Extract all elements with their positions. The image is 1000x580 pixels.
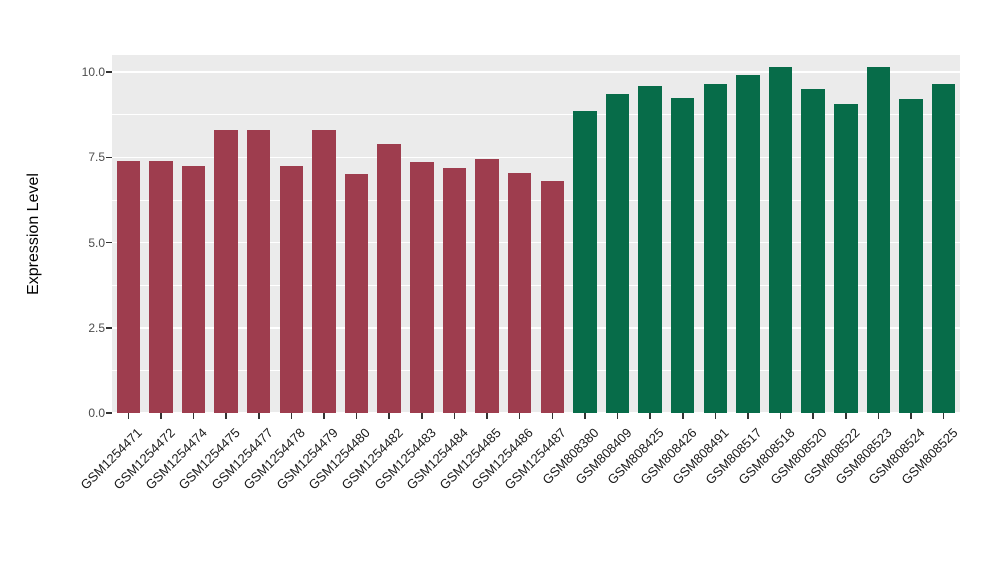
x-tick-mark — [290, 413, 293, 419]
grid-line-major — [112, 156, 960, 159]
x-tick-mark — [225, 413, 227, 419]
y-tick-mark — [106, 156, 112, 159]
grid-line-minor — [112, 284, 960, 286]
x-tick-mark — [747, 413, 749, 419]
grid-line-minor — [112, 369, 960, 371]
bar — [768, 66, 793, 413]
grid-line-major — [112, 327, 960, 329]
plot-panel — [112, 55, 960, 414]
bar — [149, 160, 173, 413]
y-tick-mark — [106, 71, 112, 73]
bar — [214, 130, 238, 413]
bar — [703, 83, 728, 413]
x-tick-mark — [714, 413, 717, 419]
bar — [540, 181, 565, 413]
x-tick-mark — [779, 413, 782, 419]
x-tick-mark — [518, 413, 521, 419]
x-tick-mark — [258, 413, 260, 419]
x-tick-mark — [845, 413, 847, 419]
bar — [507, 172, 532, 413]
bar — [344, 174, 369, 413]
bar — [573, 111, 597, 413]
grid-line-major — [112, 241, 960, 244]
x-tick-mark — [942, 413, 945, 419]
grid-line-minor — [112, 199, 960, 201]
bar — [801, 89, 825, 413]
x-tick-mark — [649, 413, 651, 419]
x-tick-mark — [421, 413, 423, 419]
x-tick-mark — [160, 413, 162, 419]
x-tick-mark — [812, 413, 814, 419]
grid-line-major — [112, 412, 960, 414]
x-tick-mark — [551, 413, 554, 419]
x-tick-mark — [584, 413, 586, 419]
bar — [181, 165, 206, 413]
x-tick-mark — [682, 413, 684, 419]
y-tick-label: 0.0 — [88, 406, 105, 420]
y-tick-mark — [106, 412, 112, 414]
bar — [410, 162, 434, 413]
bar — [116, 160, 141, 413]
y-tick-label: 10.0 — [81, 65, 105, 80]
bar — [475, 159, 499, 413]
bar — [605, 94, 630, 413]
bar — [312, 130, 336, 413]
x-tick-mark — [453, 413, 456, 419]
bar — [247, 130, 271, 413]
bar — [671, 97, 695, 413]
y-tick-label: 5.0 — [88, 235, 105, 250]
bar — [638, 85, 662, 413]
bar — [866, 66, 891, 413]
x-tick-mark — [616, 413, 619, 419]
y-axis-title: Expression Level — [25, 173, 42, 295]
x-tick-mark — [877, 413, 880, 419]
grid-line-major — [112, 71, 960, 73]
x-tick-mark — [388, 413, 390, 419]
x-tick-mark — [127, 413, 130, 419]
y-tick-label: 2.5 — [88, 320, 105, 335]
x-tick-mark — [910, 413, 912, 419]
bar — [834, 104, 858, 413]
x-tick-mark — [323, 413, 325, 419]
bar — [442, 167, 467, 413]
y-tick-mark — [106, 327, 112, 329]
bar — [899, 99, 923, 413]
y-tick-label: 7.5 — [88, 150, 105, 165]
x-tick-mark — [192, 413, 195, 419]
x-tick-mark — [486, 413, 488, 419]
x-tick-mark — [355, 413, 358, 419]
bar — [377, 143, 401, 413]
grid-line-minor — [112, 114, 960, 116]
bar — [279, 165, 304, 413]
bar — [736, 75, 760, 413]
y-tick-mark — [106, 241, 112, 244]
bar — [931, 83, 956, 413]
